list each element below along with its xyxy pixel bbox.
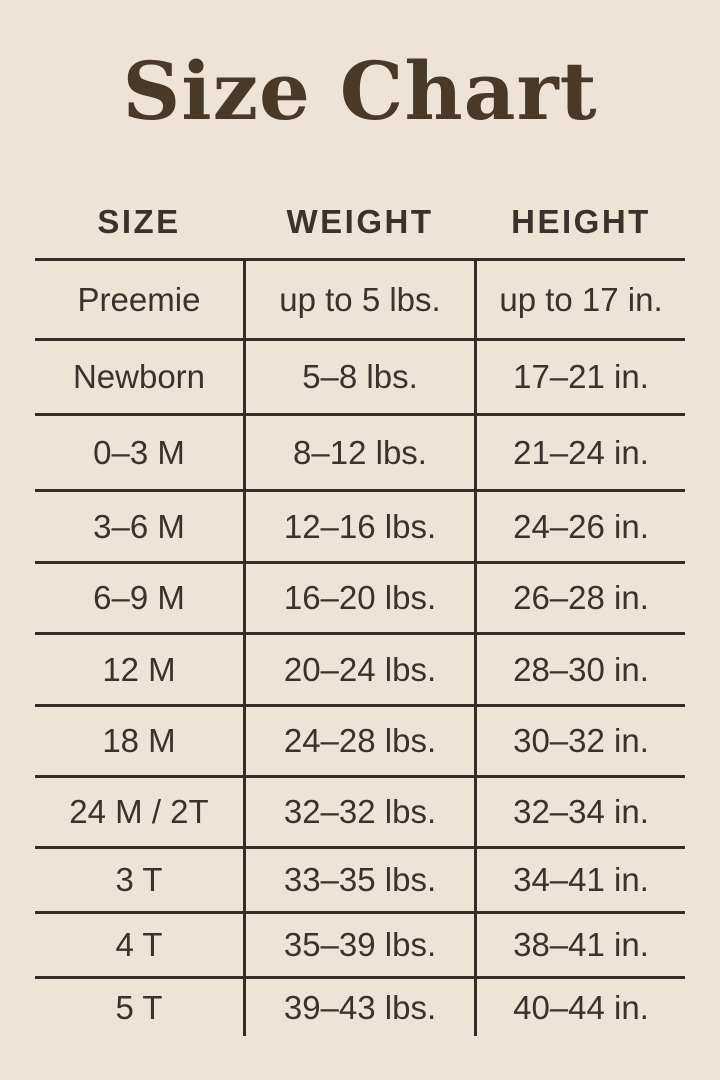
size-cell: 18 M (102, 722, 176, 760)
table-row: Newborn 5–8 lbs. 17–21 in. (35, 338, 685, 414)
height-cell: 34–41 in. (513, 861, 649, 899)
column-header-weight: WEIGHT (286, 203, 434, 241)
size-cell: 3–6 M (93, 507, 185, 545)
size-chart-infographic: Size Chart SIZE WEIGHT HEIGHT Preemie up… (35, 44, 685, 1037)
column-header-height: HEIGHT (511, 203, 651, 241)
column-header-size: SIZE (97, 203, 181, 241)
height-cell: 26–28 in. (513, 579, 649, 617)
weight-cell: 8–12 lbs. (243, 416, 477, 490)
size-cell: 3 T (115, 861, 163, 899)
height-cell: 17–21 in. (513, 358, 649, 396)
size-cell: 6–9 M (93, 579, 185, 617)
weight-cell: 33–35 lbs. (243, 849, 477, 912)
weight-cell: 35–39 lbs. (243, 914, 477, 977)
size-cell: 24 M / 2T (69, 793, 209, 831)
size-cell: 12 M (102, 650, 176, 688)
table-row: 12 M 20–24 lbs. 28–30 in. (35, 632, 685, 705)
table-row: 4 T 35–39 lbs. 38–41 in. (35, 911, 685, 977)
height-cell: 24–26 in. (513, 507, 649, 545)
weight-cell: 12–16 lbs. (243, 492, 477, 562)
size-cell: Newborn (72, 358, 206, 396)
table-row: Preemie up to 5 lbs. up to 17 in. (35, 258, 685, 339)
size-cell: 0–3 M (93, 433, 185, 471)
weight-cell: up to 5 lbs. (243, 261, 477, 339)
table-header-row: SIZE WEIGHT HEIGHT (35, 186, 685, 258)
height-cell: 40–44 in. (513, 988, 649, 1026)
table-row: 18 M 24–28 lbs. 30–32 in. (35, 704, 685, 776)
size-cell: Preemie (77, 280, 201, 318)
height-cell: 32–34 in. (513, 793, 649, 831)
height-cell: up to 17 in. (499, 280, 663, 318)
size-chart-table: SIZE WEIGHT HEIGHT Preemie up to 5 lbs. … (35, 186, 685, 1037)
height-cell: 30–32 in. (513, 722, 649, 760)
weight-cell: 16–20 lbs. (243, 564, 477, 633)
size-cell: 5 T (115, 988, 163, 1026)
page-title: Size Chart (122, 44, 598, 138)
table-row: 0–3 M 8–12 lbs. 21–24 in. (35, 413, 685, 490)
table-row: 3 T 33–35 lbs. 34–41 in. (35, 846, 685, 912)
table-row: 6–9 M 16–20 lbs. 26–28 in. (35, 561, 685, 633)
weight-cell: 24–28 lbs. (243, 707, 477, 776)
weight-cell: 32–32 lbs. (243, 778, 477, 847)
size-cell: 4 T (115, 926, 163, 964)
weight-cell: 5–8 lbs. (243, 341, 477, 414)
height-cell: 28–30 in. (513, 650, 649, 688)
height-cell: 21–24 in. (513, 433, 649, 471)
table-row: 3–6 M 12–16 lbs. 24–26 in. (35, 489, 685, 562)
weight-cell: 20–24 lbs. (243, 635, 477, 705)
table-row: 5 T 39–43 lbs. 40–44 in. (35, 976, 685, 1037)
table-row: 24 M / 2T 32–32 lbs. 32–34 in. (35, 775, 685, 847)
height-cell: 38–41 in. (513, 926, 649, 964)
weight-cell: 39–43 lbs. (243, 979, 477, 1037)
